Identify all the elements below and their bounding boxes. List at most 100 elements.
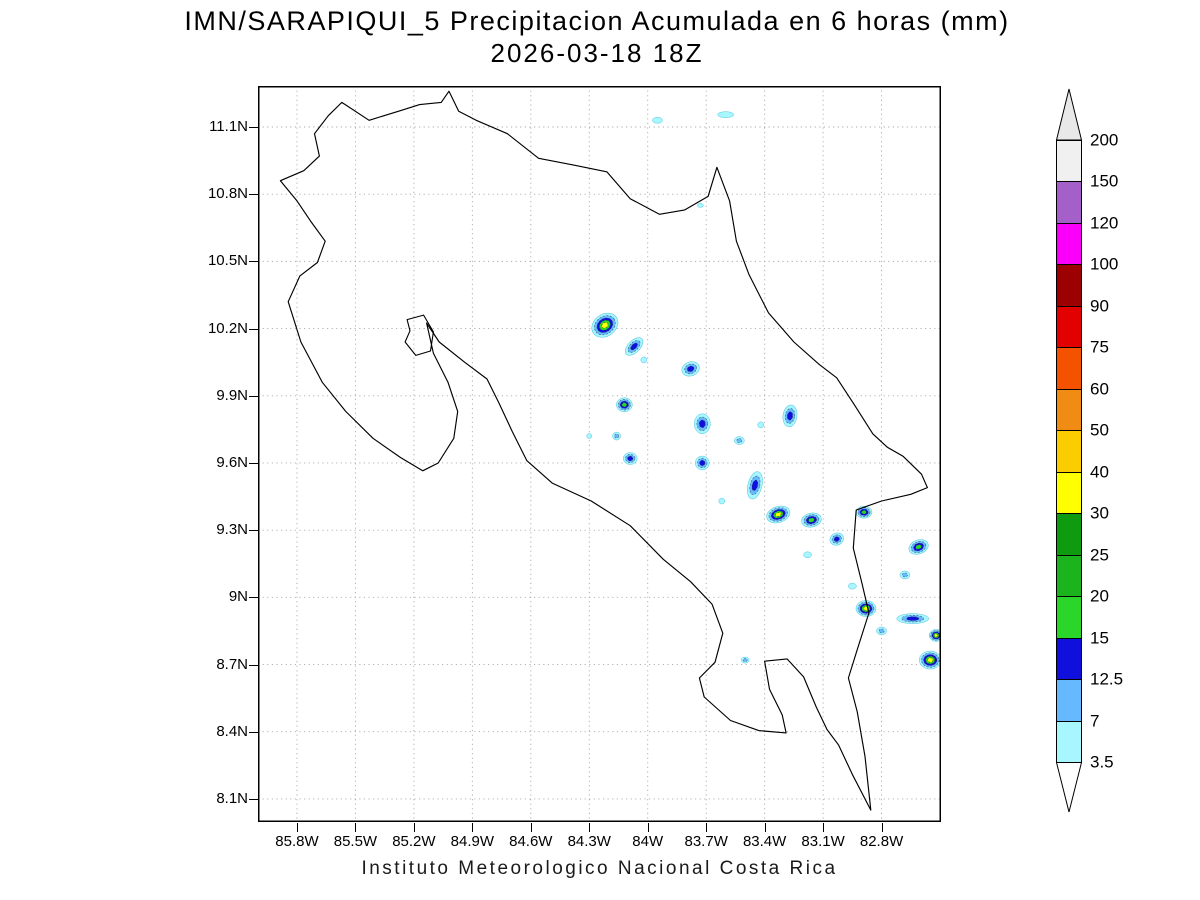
precip-cell	[928, 629, 941, 642]
colorbar-value-label: 60	[1090, 379, 1109, 399]
precip-cell	[766, 505, 791, 524]
precip-cell	[640, 356, 648, 364]
lon-tick-label: 83.4W	[742, 833, 787, 850]
lon-tick-mark	[296, 823, 298, 832]
lat-tick-label: 9.6N	[216, 453, 248, 471]
lat-tick-mark	[249, 126, 258, 128]
plot-frame	[258, 86, 941, 822]
costa-rica-precipitation-map	[258, 86, 941, 822]
colorbar-segment	[1056, 679, 1082, 722]
lon-tick-label: 84W	[632, 833, 664, 850]
lon-tick-label: 84.6W	[509, 833, 553, 850]
footer-caption: Instituto Meteorologico Nacional Costa R…	[361, 858, 838, 879]
precip-cell	[624, 337, 644, 356]
precip-cell	[681, 361, 700, 377]
colorbar-value-label: 20	[1090, 586, 1109, 606]
precip-cell	[612, 431, 621, 441]
map-datetime: 2026-03-18 18Z	[490, 38, 704, 68]
colorbar-segment	[1056, 554, 1082, 598]
precip-cell	[586, 433, 593, 439]
lat-tick-label: 10.8N	[207, 185, 248, 203]
colorbar-value-label: 100	[1090, 254, 1119, 274]
precip-cell	[803, 551, 812, 559]
colorbar-value-label: 120	[1090, 213, 1119, 233]
precip-cell	[718, 497, 726, 505]
colorbar-segment	[1056, 140, 1082, 183]
lon-tick-label: 84.9W	[450, 833, 495, 850]
colorbar-segment	[1056, 388, 1082, 432]
precip-cell	[697, 203, 704, 208]
precip-cell	[694, 413, 711, 435]
coastline	[279, 90, 928, 811]
colorbar-value-label: 90	[1090, 296, 1109, 316]
precip-cell	[908, 539, 929, 555]
precip-cell	[652, 117, 663, 124]
colorbar-value-label: 200	[1090, 130, 1119, 150]
lon-tick-mark	[530, 823, 532, 832]
precip-cell	[616, 397, 633, 412]
lat-tick-label: 9.9N	[216, 386, 248, 404]
lat-tick-label: 10.5N	[207, 252, 248, 270]
lat-tick-mark	[249, 261, 258, 263]
precip-cell	[801, 512, 822, 528]
lon-tick-label: 84.3W	[567, 833, 611, 850]
lon-tick-mark	[472, 823, 474, 832]
colorbar-segment	[1056, 347, 1082, 390]
colorbar-segment	[1056, 513, 1082, 556]
precip-cell	[747, 471, 763, 500]
precip-cell	[829, 532, 844, 546]
colorbar-bottom-arrow	[1056, 762, 1082, 813]
lat-tick-label: 8.4N	[216, 722, 248, 740]
colorbar-segment	[1056, 305, 1082, 349]
lon-tick-mark	[881, 823, 883, 832]
colorbar-value-label: 50	[1090, 420, 1109, 440]
lon-tick-mark	[647, 823, 649, 832]
precip-cell	[717, 111, 734, 118]
colorbar-segment	[1056, 471, 1082, 515]
title-block: IMN/SARAPIQUI_5 Precipitacion Acumulada …	[0, 6, 1194, 69]
precip-cell	[848, 582, 857, 590]
precip-cell	[740, 656, 750, 664]
colorbar-top-arrow	[1056, 88, 1082, 141]
lat-tick-mark	[249, 328, 258, 330]
lat-tick-mark	[249, 194, 258, 196]
lat-tick-mark	[249, 664, 258, 666]
lon-tick-mark	[413, 823, 415, 832]
lon-tick-mark	[706, 823, 708, 832]
precip-cell	[591, 312, 619, 338]
lat-tick-label: 10.2N	[207, 319, 248, 337]
colorbar-segment	[1056, 181, 1082, 224]
colorbar-segment	[1056, 637, 1082, 681]
lat-tick-label: 9N	[228, 588, 248, 606]
lon-tick-label: 85.5W	[333, 833, 378, 850]
colorbar-value-label: 75	[1090, 337, 1109, 357]
lat-tick-mark	[249, 462, 258, 464]
lon-tick-label: 83.1W	[801, 833, 845, 850]
precip-cell	[734, 436, 745, 445]
lat-tick-mark	[249, 731, 258, 733]
precip-cell	[919, 650, 941, 670]
precip-cells	[586, 111, 941, 670]
lon-tick-label: 83.7W	[684, 833, 728, 850]
colorbar-segment	[1056, 720, 1082, 763]
lat-tick-label: 8.7N	[216, 655, 248, 673]
colorbar-value-label: 12.5	[1090, 669, 1124, 689]
colorbar-value-label: 40	[1090, 462, 1109, 482]
lat-tick-mark	[249, 597, 258, 599]
precip-cell	[757, 421, 765, 429]
precip-cell	[855, 505, 873, 519]
colorbar-value-label: 7	[1090, 711, 1100, 731]
colorbar-value-label: 30	[1090, 503, 1109, 523]
precip-cell	[899, 570, 911, 580]
lon-tick-mark	[764, 823, 766, 832]
precip-cell	[896, 613, 929, 624]
lat-tick-label: 11.1N	[209, 117, 248, 135]
lon-tick-mark	[589, 823, 591, 832]
precip-cell	[622, 452, 638, 465]
colorbar-value-label: 15	[1090, 628, 1109, 648]
lat-tick-mark	[249, 530, 258, 532]
precip-cell	[782, 404, 798, 428]
lat-tick-mark	[249, 395, 258, 397]
colorbar-value-label: 3.5	[1090, 752, 1114, 772]
